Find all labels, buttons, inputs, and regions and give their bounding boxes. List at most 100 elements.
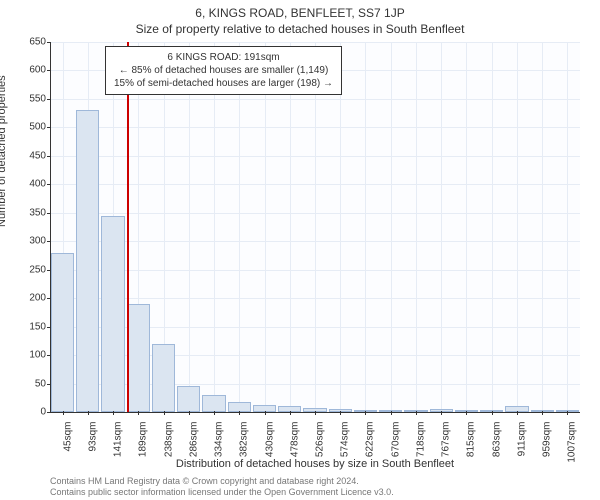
x-tick-mark — [391, 411, 392, 415]
histogram-bar — [127, 304, 150, 412]
x-tick-mark — [265, 411, 266, 415]
info-box-line-3: 15% of semi-detached houses are larger (… — [114, 77, 333, 90]
x-tick-label: 334sqm — [214, 422, 225, 458]
info-box-line-1: 6 KINGS ROAD: 191sqm — [114, 51, 333, 64]
y-tick-mark — [47, 70, 51, 71]
gridline-v — [466, 42, 467, 412]
chart-plot-area: 6 KINGS ROAD: 191sqm← 85% of detached ho… — [50, 42, 580, 412]
y-tick-mark — [47, 355, 51, 356]
x-tick-mark — [63, 411, 64, 415]
gridline-v — [391, 42, 392, 412]
histogram-bar — [177, 386, 200, 412]
x-tick-label: 911sqm — [516, 422, 527, 457]
x-tick-label: 382sqm — [239, 422, 250, 458]
gridline-v — [441, 42, 442, 412]
y-axis: 050100150200250300350400450500550600650 — [20, 42, 50, 412]
gridline-v — [517, 42, 518, 412]
x-tick-mark — [138, 411, 139, 415]
y-tick-label: 650 — [29, 37, 46, 48]
gridline-v — [214, 42, 215, 412]
x-axis: 45sqm93sqm141sqm189sqm238sqm286sqm334sqm… — [50, 412, 580, 462]
x-tick-label: 815sqm — [466, 422, 477, 458]
x-tick-mark — [542, 411, 543, 415]
x-tick-label: 45sqm — [62, 422, 73, 452]
x-tick-label: 1007sqm — [567, 422, 578, 463]
x-tick-label: 959sqm — [542, 422, 553, 458]
histogram-bar — [202, 395, 225, 412]
info-box: 6 KINGS ROAD: 191sqm← 85% of detached ho… — [105, 46, 342, 95]
y-tick-label: 350 — [29, 207, 46, 218]
y-tick-mark — [47, 213, 51, 214]
x-tick-label: 430sqm — [264, 422, 275, 458]
attribution-line-1: Contains HM Land Registry data © Crown c… — [50, 476, 394, 487]
y-tick-mark — [47, 42, 51, 43]
y-tick-mark — [47, 327, 51, 328]
x-tick-mark — [365, 411, 366, 415]
x-tick-mark — [290, 411, 291, 415]
x-tick-mark — [340, 411, 341, 415]
gridline-v — [416, 42, 417, 412]
y-tick-mark — [47, 184, 51, 185]
gridline-v — [239, 42, 240, 412]
y-tick-mark — [47, 298, 51, 299]
info-box-line-2: ← 85% of detached houses are smaller (1,… — [114, 64, 333, 77]
y-tick-label: 300 — [29, 236, 46, 247]
y-tick-mark — [47, 156, 51, 157]
y-axis-line — [50, 42, 51, 412]
x-tick-mark — [189, 411, 190, 415]
y-tick-label: 250 — [29, 264, 46, 275]
y-tick-label: 150 — [29, 321, 46, 332]
x-tick-label: 863sqm — [491, 422, 502, 458]
gridline-v — [265, 42, 266, 412]
x-tick-mark — [214, 411, 215, 415]
gridline-v — [567, 42, 568, 412]
histogram-bar — [152, 344, 175, 412]
y-tick-label: 600 — [29, 65, 46, 76]
y-tick-mark — [47, 127, 51, 128]
x-tick-label: 286sqm — [188, 422, 199, 458]
y-tick-label: 400 — [29, 179, 46, 190]
x-tick-label: 93sqm — [87, 422, 98, 452]
x-tick-mark — [113, 411, 114, 415]
x-tick-mark — [315, 411, 316, 415]
x-tick-label: 622sqm — [365, 422, 376, 458]
y-tick-mark — [47, 99, 51, 100]
x-tick-mark — [164, 411, 165, 415]
x-tick-mark — [416, 411, 417, 415]
y-tick-label: 100 — [29, 350, 46, 361]
y-tick-label: 550 — [29, 93, 46, 104]
x-tick-mark — [239, 411, 240, 415]
x-tick-mark — [567, 411, 568, 415]
x-tick-mark — [88, 411, 89, 415]
x-tick-label: 670sqm — [390, 422, 401, 458]
histogram-bar — [76, 110, 99, 412]
x-tick-label: 478sqm — [289, 422, 300, 458]
x-tick-mark — [466, 411, 467, 415]
y-tick-label: 0 — [40, 407, 46, 418]
attribution-text: Contains HM Land Registry data © Crown c… — [50, 476, 394, 498]
histogram-bar — [51, 253, 74, 412]
gridline-v — [492, 42, 493, 412]
highlight-marker-line — [127, 42, 129, 412]
y-tick-label: 500 — [29, 122, 46, 133]
x-tick-label: 718sqm — [415, 422, 426, 458]
x-tick-mark — [517, 411, 518, 415]
x-tick-label: 574sqm — [340, 422, 351, 458]
gridline-v — [542, 42, 543, 412]
y-tick-label: 200 — [29, 293, 46, 304]
x-tick-label: 767sqm — [441, 422, 452, 458]
y-tick-mark — [47, 270, 51, 271]
gridline-v — [189, 42, 190, 412]
attribution-line-2: Contains public sector information licen… — [50, 487, 394, 498]
y-tick-label: 50 — [35, 378, 46, 389]
gridline-v — [290, 42, 291, 412]
x-tick-label: 238sqm — [163, 422, 174, 458]
gridline-v — [365, 42, 366, 412]
x-tick-label: 526sqm — [315, 422, 326, 458]
y-tick-label: 450 — [29, 150, 46, 161]
x-tick-label: 141sqm — [113, 422, 124, 458]
x-tick-mark — [441, 411, 442, 415]
page-title: 6, KINGS ROAD, BENFLEET, SS7 1JP — [0, 0, 600, 20]
y-tick-mark — [47, 241, 51, 242]
page-subtitle: Size of property relative to detached ho… — [0, 20, 600, 40]
